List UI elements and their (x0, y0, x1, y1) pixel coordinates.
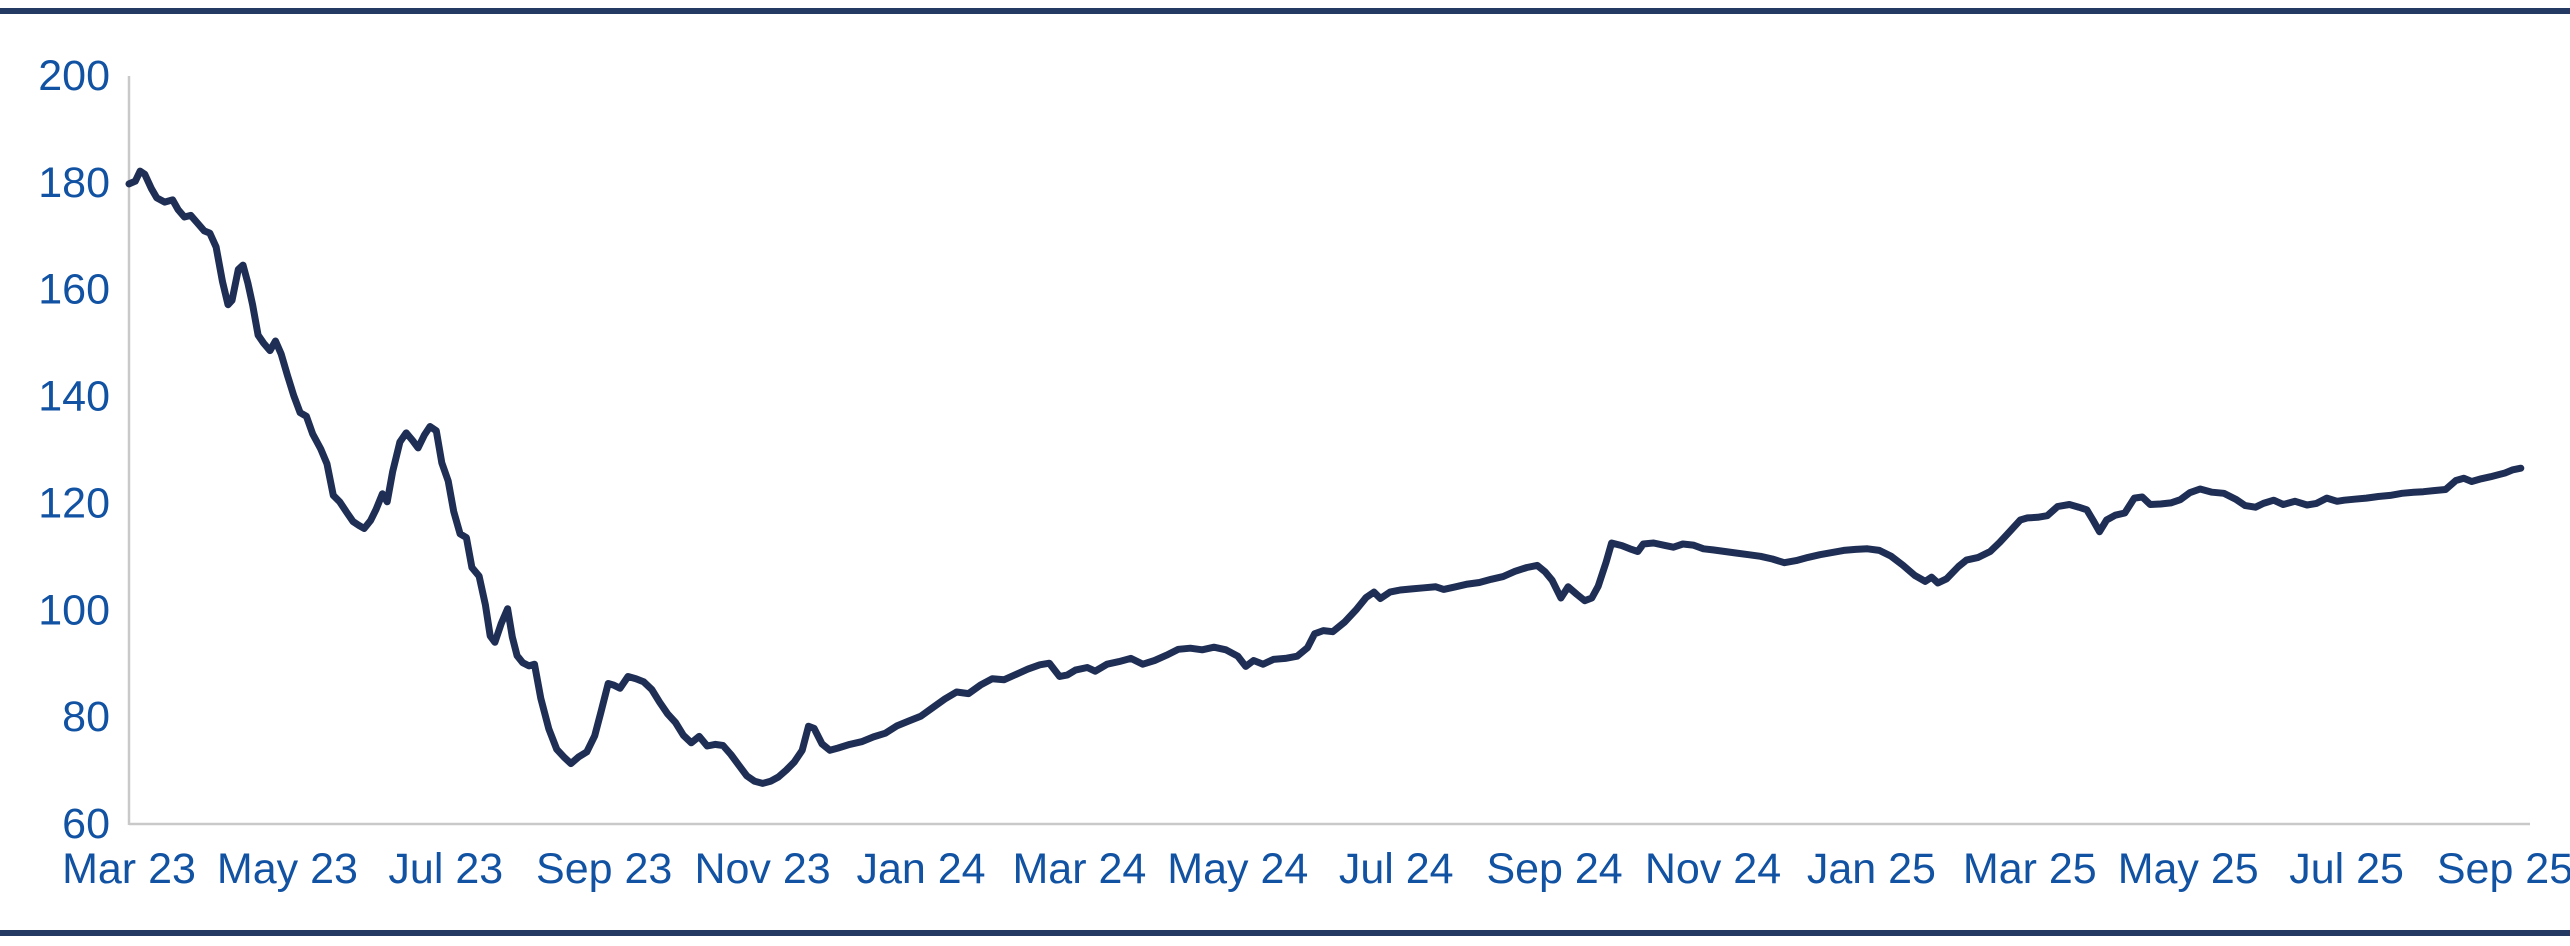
x-tick-label: Mar 23 (62, 845, 196, 893)
x-tick-label: Sep 25 (2437, 845, 2570, 893)
x-tick-label: Jan 25 (1807, 845, 1936, 893)
x-axis-tick-labels: Mar 23 May 23 Jul 23 Sep 23 Nov 23 Jan 24 Mar … (62, 845, 2570, 893)
x-tick-label: May 24 (1167, 845, 1308, 893)
x-tick-label: Jan 24 (856, 845, 985, 893)
x-tick-label: Mar 25 (1963, 845, 2097, 893)
x-tick-label: Jul 24 (1339, 845, 1454, 893)
x-tick-label: Nov 23 (694, 845, 830, 893)
x-tick-label: Mar 24 (1012, 845, 1146, 893)
y-axis-tick-labels: 200 180 160 140 120 100 80 60 (38, 52, 110, 848)
index-data-line (125, 167, 2525, 787)
y-tick-label: 120 (38, 479, 110, 527)
y-tick-label: 140 (38, 373, 110, 421)
x-tick-label: Jul 25 (2289, 845, 2404, 893)
x-tick-label: Sep 24 (1486, 845, 1622, 893)
top-border-bar (0, 8, 2570, 14)
x-tick-label: May 23 (217, 845, 358, 893)
x-tick-label: May 25 (2118, 845, 2259, 893)
y-tick-label: 80 (62, 693, 110, 741)
y-tick-label: 180 (38, 159, 110, 207)
bottom-border-bar (0, 930, 2570, 936)
x-tick-label: Jul 23 (388, 845, 503, 893)
x-tick-label: Nov 24 (1645, 845, 1781, 893)
y-tick-label: 200 (38, 52, 110, 100)
x-tick-label: Sep 23 (536, 845, 672, 893)
y-tick-label: 60 (62, 800, 110, 848)
y-tick-label: 100 (38, 586, 110, 634)
y-tick-label: 160 (38, 266, 110, 314)
